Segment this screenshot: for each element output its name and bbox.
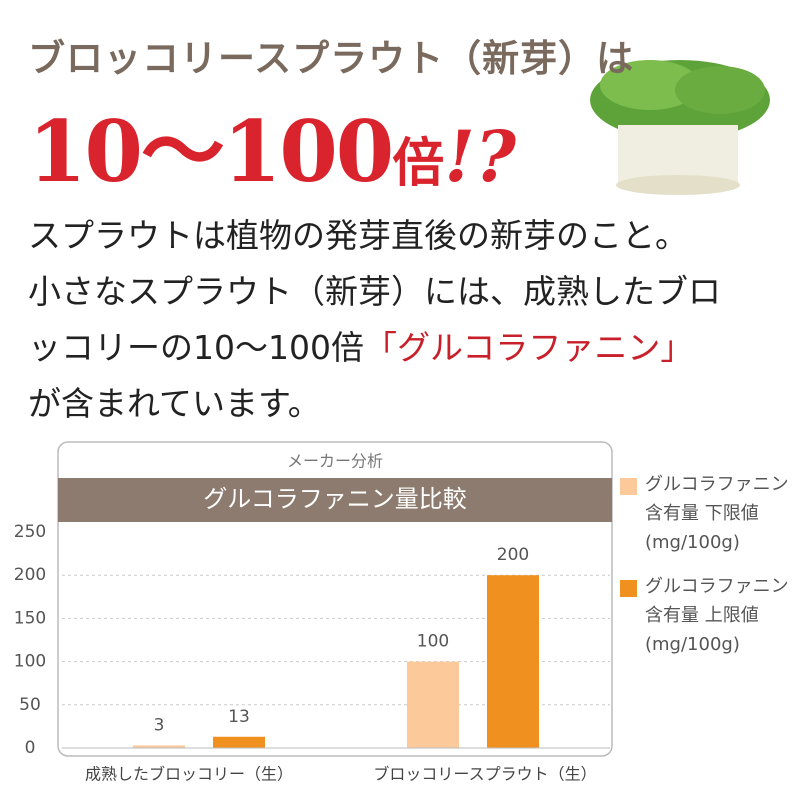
legend-label: グルコラファニン 含有量 上限値 (mg/100g) [645, 576, 789, 655]
body-line: スプラウトは植物の発芽直後の新芽のこと。 [28, 208, 721, 264]
legend-swatch [620, 580, 637, 597]
bar [407, 661, 459, 748]
body-span: スプラウトは植物の発芽直後の新芽のこと。 [28, 216, 688, 255]
value-label: 3 [154, 715, 165, 735]
y-tick-label: 50 [19, 695, 41, 715]
y-tick-label: 150 [14, 608, 46, 628]
bar [487, 575, 539, 748]
body-span: ッコリーの10～100倍 [28, 328, 364, 367]
body-text: スプラウトは植物の発芽直後の新芽のこと。 小さなスプラウト（新芽）には、成熟したブ… [28, 208, 721, 432]
x-tick-label: ブロッコリースプラウト（生） [373, 765, 596, 784]
legend-swatch [620, 478, 637, 495]
title-bar [58, 478, 612, 522]
legend-label: グルコラファニン 含有量 下限値 (mg/100g) [645, 474, 789, 553]
x-tick-label: 成熟したブロッコリー（生） [85, 765, 293, 784]
y-tick-label: 250 [14, 522, 46, 542]
chart-subtitle: メーカー分析 [287, 452, 383, 471]
headline-mark: !? [444, 115, 517, 198]
body-line: 小さなスプラウト（新芽）には、成熟したブロ [28, 264, 721, 320]
headline-unit: 倍 [392, 133, 445, 194]
headline: ブロッコリースプラウト（新芽）は [28, 36, 635, 80]
y-tick-label: 0 [25, 738, 36, 758]
y-tick-label: 200 [14, 565, 46, 585]
body-line: が含まれています。 [28, 376, 721, 432]
bar [133, 745, 185, 748]
value-label: 200 [497, 545, 529, 565]
body-span: が含まれています。 [28, 384, 321, 423]
value-label: 13 [228, 707, 250, 727]
y-tick-label: 100 [14, 652, 46, 672]
chart-title: グルコラファニン量比較 [203, 485, 467, 513]
bar [213, 736, 265, 748]
value-label: 100 [417, 632, 449, 652]
headline-emphasis: 10～100倍!? [28, 85, 516, 206]
headline-number: 10～100 [28, 102, 394, 201]
body-line: ッコリーの10～100倍「グルコラファニン」 [28, 320, 721, 376]
body-span: 小さなスプラウト（新芽）には、成熟したブロ [28, 272, 721, 311]
sprouts-illustration [590, 60, 770, 195]
highlight-text: 「グルコラファニン」 [363, 328, 694, 367]
